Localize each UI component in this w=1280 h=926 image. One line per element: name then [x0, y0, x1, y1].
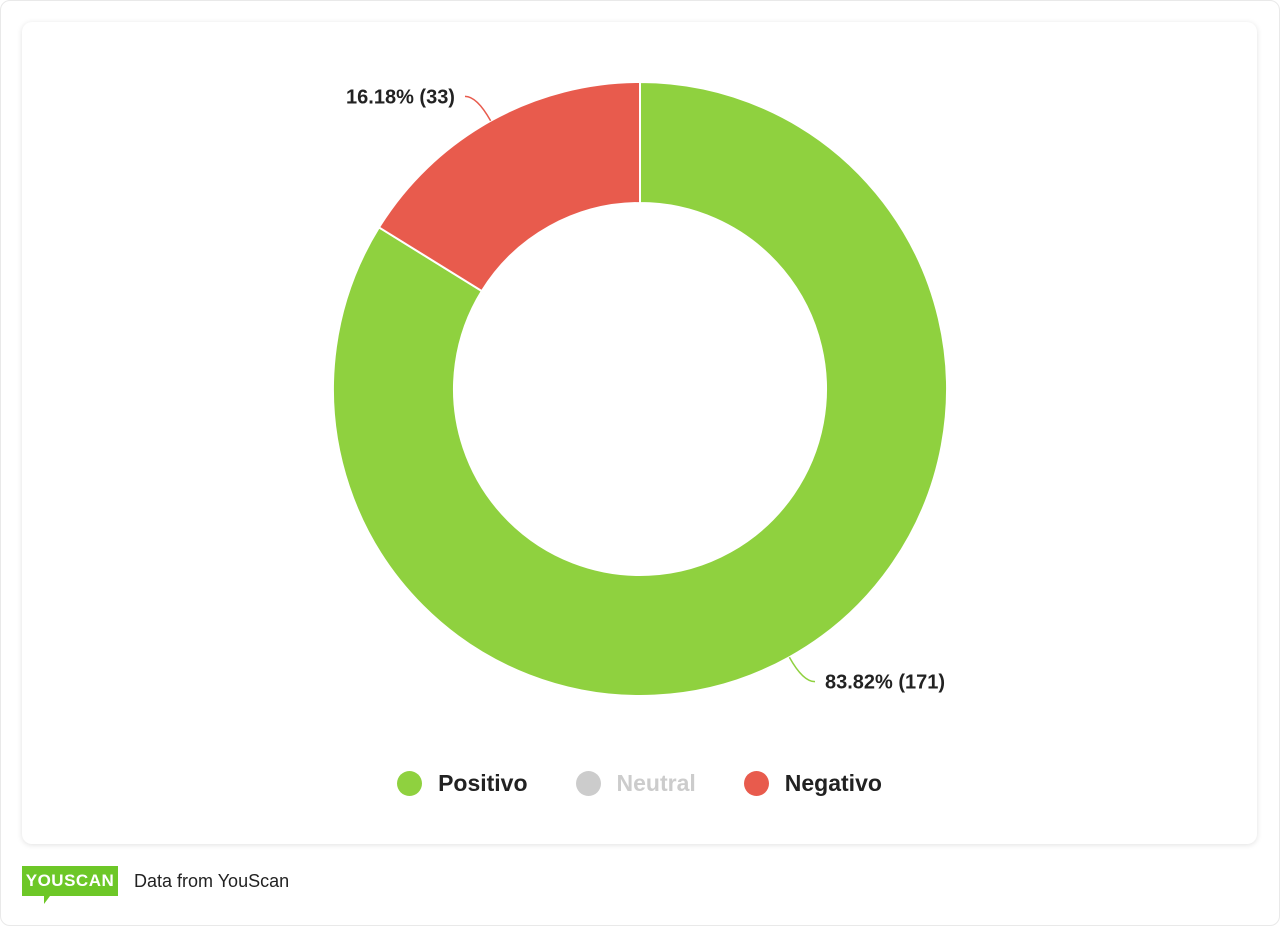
footer: YOUSCAN Data from YouScan: [22, 866, 290, 904]
legend-label-neutral: Neutral: [616, 770, 696, 796]
slice-positivo[interactable]: [332, 80, 948, 697]
legend-item-neutral[interactable]: Neutral: [575, 770, 696, 797]
legend-item-negativo[interactable]: Negativo: [743, 770, 882, 797]
legend-label-negativo: Negativo: [784, 770, 882, 796]
chart-card: 83.82% (171) 16.18% (33) Positivo Neutral…: [22, 22, 1257, 844]
logo-tail-icon: [44, 896, 56, 904]
youscan-logo-text: YOUSCAN: [25, 871, 115, 890]
data-source-text: Data from YouScan: [134, 870, 290, 891]
legend-item-positivo[interactable]: Positivo: [397, 770, 528, 797]
data-label-negativo: 16.18% (33): [346, 86, 455, 108]
data-label-positivo: 83.82% (171): [825, 672, 945, 694]
legend-dot-neutral: [575, 771, 601, 796]
legend-dot-negativo: [743, 771, 769, 796]
connector-negativo: [464, 95, 492, 122]
slice-negativo[interactable]: [377, 80, 641, 293]
youscan-logo: YOUSCAN: [22, 866, 118, 904]
legend-label-positivo: Positivo: [438, 770, 528, 796]
connector-positivo: [788, 656, 816, 683]
legend-dot-positivo: [397, 771, 423, 796]
donut-chart: 83.82% (171) 16.18% (33): [332, 80, 948, 697]
chart-legend: Positivo Neutral Negativo: [22, 770, 1257, 797]
